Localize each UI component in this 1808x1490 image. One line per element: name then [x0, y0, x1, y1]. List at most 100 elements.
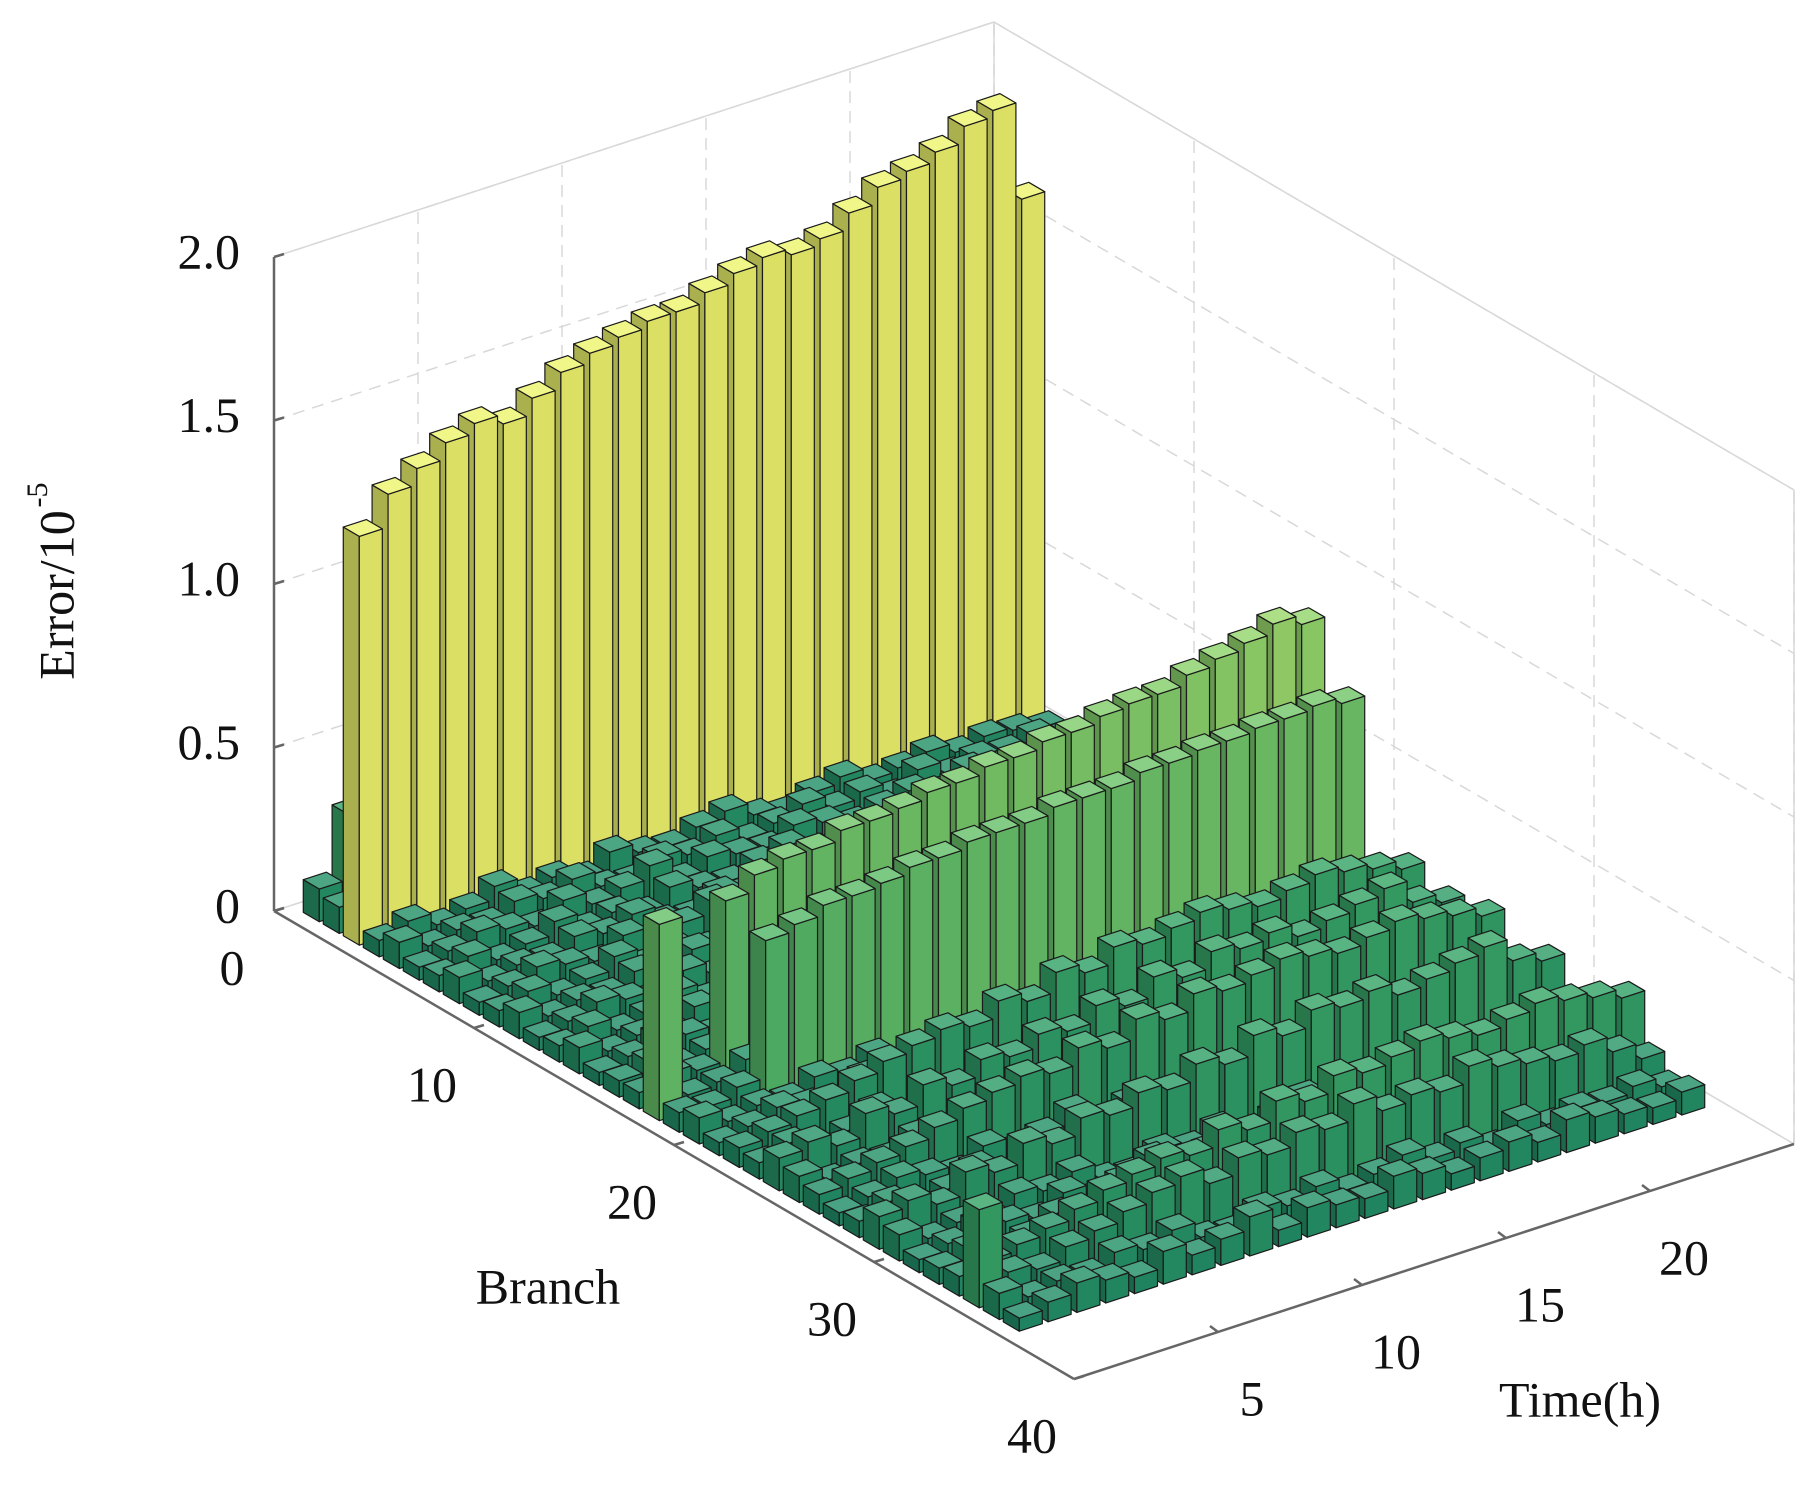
bar-top	[1227, 625, 1268, 645]
bar-top	[633, 848, 674, 867]
bar-front	[646, 313, 671, 852]
x-tick	[473, 1023, 485, 1030]
bar-top	[1083, 699, 1124, 718]
bar-top	[947, 108, 988, 128]
bar-top	[1094, 771, 1135, 790]
bar-front	[934, 144, 959, 758]
y-tick-label: 15	[1515, 1276, 1565, 1332]
bar-top	[382, 924, 423, 943]
bar-top	[853, 803, 894, 822]
bar-top	[602, 1063, 643, 1082]
bar-top	[546, 883, 587, 902]
x-tick	[873, 1257, 885, 1264]
bar-top	[400, 451, 441, 470]
bar-top	[659, 294, 700, 313]
bar-top	[1152, 745, 1193, 764]
bar-top	[520, 949, 561, 968]
x-axis-label: Branch	[476, 1258, 620, 1314]
x-tick	[673, 1140, 685, 1147]
bar-top	[1267, 701, 1308, 720]
bar-top	[449, 891, 490, 910]
bar-top	[737, 857, 779, 876]
bar-top	[785, 786, 827, 805]
bar-top	[1169, 657, 1211, 676]
bar-top	[1025, 724, 1067, 743]
bar-top	[901, 752, 942, 771]
bar	[749, 923, 790, 1105]
bar-front	[589, 345, 614, 871]
bar-front	[358, 528, 383, 946]
bar-top	[342, 518, 383, 537]
bar-front	[790, 246, 815, 805]
bar-front	[560, 364, 585, 880]
x-tick-label: 30	[807, 1290, 857, 1346]
bar-top	[509, 926, 550, 945]
bar-front	[387, 486, 412, 937]
bar-top	[690, 839, 731, 858]
bar-top	[766, 841, 807, 860]
bar-top	[803, 221, 844, 240]
bar-top	[515, 380, 556, 399]
bar-top	[615, 897, 656, 916]
bar-top	[502, 995, 543, 1014]
bar-front	[963, 118, 988, 749]
bar-top	[717, 256, 758, 275]
bar-top	[823, 759, 864, 778]
bar-side	[342, 526, 360, 946]
y-axis	[1073, 1142, 1795, 1381]
bar-front	[848, 204, 873, 786]
bar-top	[893, 849, 934, 869]
bar-top	[777, 907, 819, 926]
bar-front	[658, 916, 683, 1122]
y-tick	[1209, 1325, 1219, 1333]
bar-top	[824, 813, 865, 832]
x-tick	[1073, 1374, 1085, 1381]
bar-top	[1037, 789, 1078, 809]
bar-top	[557, 919, 599, 938]
bar-side	[962, 1199, 980, 1309]
bar-side	[642, 914, 660, 1122]
bar-top	[511, 973, 552, 993]
x-tick-label: 10	[407, 1056, 457, 1112]
bar-top	[1209, 723, 1251, 742]
bar-top	[950, 824, 991, 843]
bar-top	[593, 834, 634, 853]
bar-top	[939, 765, 980, 784]
bar-top	[371, 476, 412, 495]
bar-top	[391, 903, 432, 922]
bar-top	[835, 878, 876, 897]
bar-top	[1141, 677, 1182, 696]
bar-top	[1238, 711, 1279, 730]
bar-top	[861, 169, 902, 188]
bar-top	[1256, 606, 1297, 625]
z-tick-label: 2.0	[178, 223, 241, 279]
bar-top	[451, 938, 492, 957]
bar-top	[569, 961, 610, 980]
bar-top	[573, 335, 614, 354]
x-tick-label: 20	[607, 1173, 657, 1229]
bar-top	[477, 869, 519, 888]
z-axis-label-exponent: -5	[21, 483, 54, 508]
bar-top	[806, 888, 847, 907]
bar-top	[1065, 780, 1107, 799]
bar-top	[653, 869, 694, 888]
bar-front	[704, 284, 729, 833]
bar-front	[905, 163, 931, 768]
bar-top	[797, 1059, 839, 1078]
bar-top	[688, 275, 729, 294]
bar	[709, 883, 750, 1082]
bar-top	[709, 883, 750, 902]
bar-top	[864, 865, 905, 885]
bar-front	[445, 434, 470, 918]
bar-top	[795, 832, 836, 851]
bar-top	[918, 134, 959, 153]
bar-top	[1123, 755, 1164, 774]
bar-top	[745, 240, 787, 259]
bar-front	[819, 230, 844, 796]
bar-top	[457, 406, 499, 425]
bar-top	[544, 355, 585, 374]
y-tick-label: 5	[1240, 1370, 1265, 1426]
bar-top	[1054, 715, 1095, 734]
bar-front	[675, 303, 700, 843]
